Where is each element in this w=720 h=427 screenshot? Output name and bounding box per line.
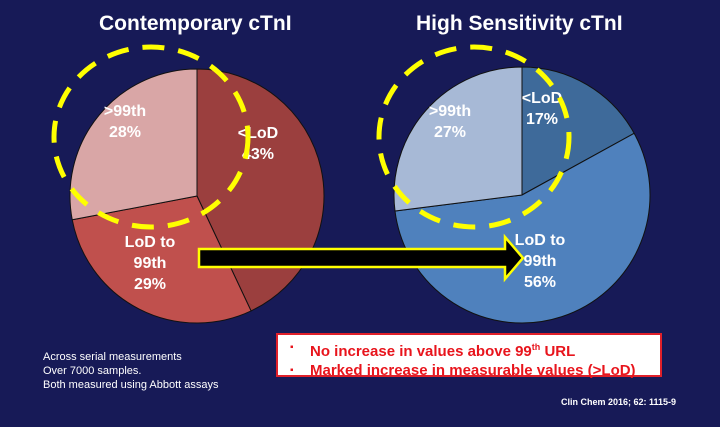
chart-title-high-sensitivity: High Sensitivity cTnI	[416, 12, 623, 35]
finding-text: Marked increase in measurable values (>L…	[310, 362, 636, 379]
note-line: Both measured using Abbott assays	[43, 379, 219, 391]
findings-callout: ▪ No increase in values above 99th URL ▪…	[276, 333, 662, 380]
pie-slice-99th	[69, 68, 198, 221]
pie-slice-lod-to-99th	[71, 195, 252, 324]
slice-label: >99th 28%	[104, 103, 146, 141]
bullet-icon: ▪	[290, 342, 294, 353]
note-line: Over 7000 samples.	[43, 365, 142, 377]
arrow-icon	[197, 233, 525, 283]
bullet-icon: ▪	[290, 365, 294, 376]
pie-high-sensitivity: <LoD 17% LoD to 99th 56% >99th 27%	[393, 66, 651, 324]
slice-label: >99th 27%	[429, 103, 471, 141]
highlight-circle-left	[51, 44, 251, 230]
pie-contemporary: <LoD 43%LoD to 99th 29%>99th 28%	[69, 68, 325, 324]
finding-item: ▪ Marked increase in measurable values (…	[290, 361, 660, 380]
finding-text: No increase in values above 99th URL	[310, 342, 576, 360]
slice-label: LoD to 99th 29%	[125, 234, 176, 293]
pie-slice-lod	[521, 66, 635, 196]
slice-label: LoD to 99th 56%	[515, 232, 566, 291]
highlight-circle-right	[376, 44, 572, 230]
citation: Clin Chem 2016; 62: 1115-9	[561, 397, 677, 407]
finding-item: ▪ No increase in values above 99th URL	[290, 338, 660, 361]
study-notes: Across serial measurements Over 7000 sam…	[43, 350, 219, 392]
slice-label: <LoD 17%	[522, 90, 562, 128]
chart-title-contemporary: Contemporary cTnI	[99, 12, 292, 35]
note-line: Across serial measurements	[43, 351, 182, 363]
pie-slice-lod-to-99th	[394, 132, 651, 324]
